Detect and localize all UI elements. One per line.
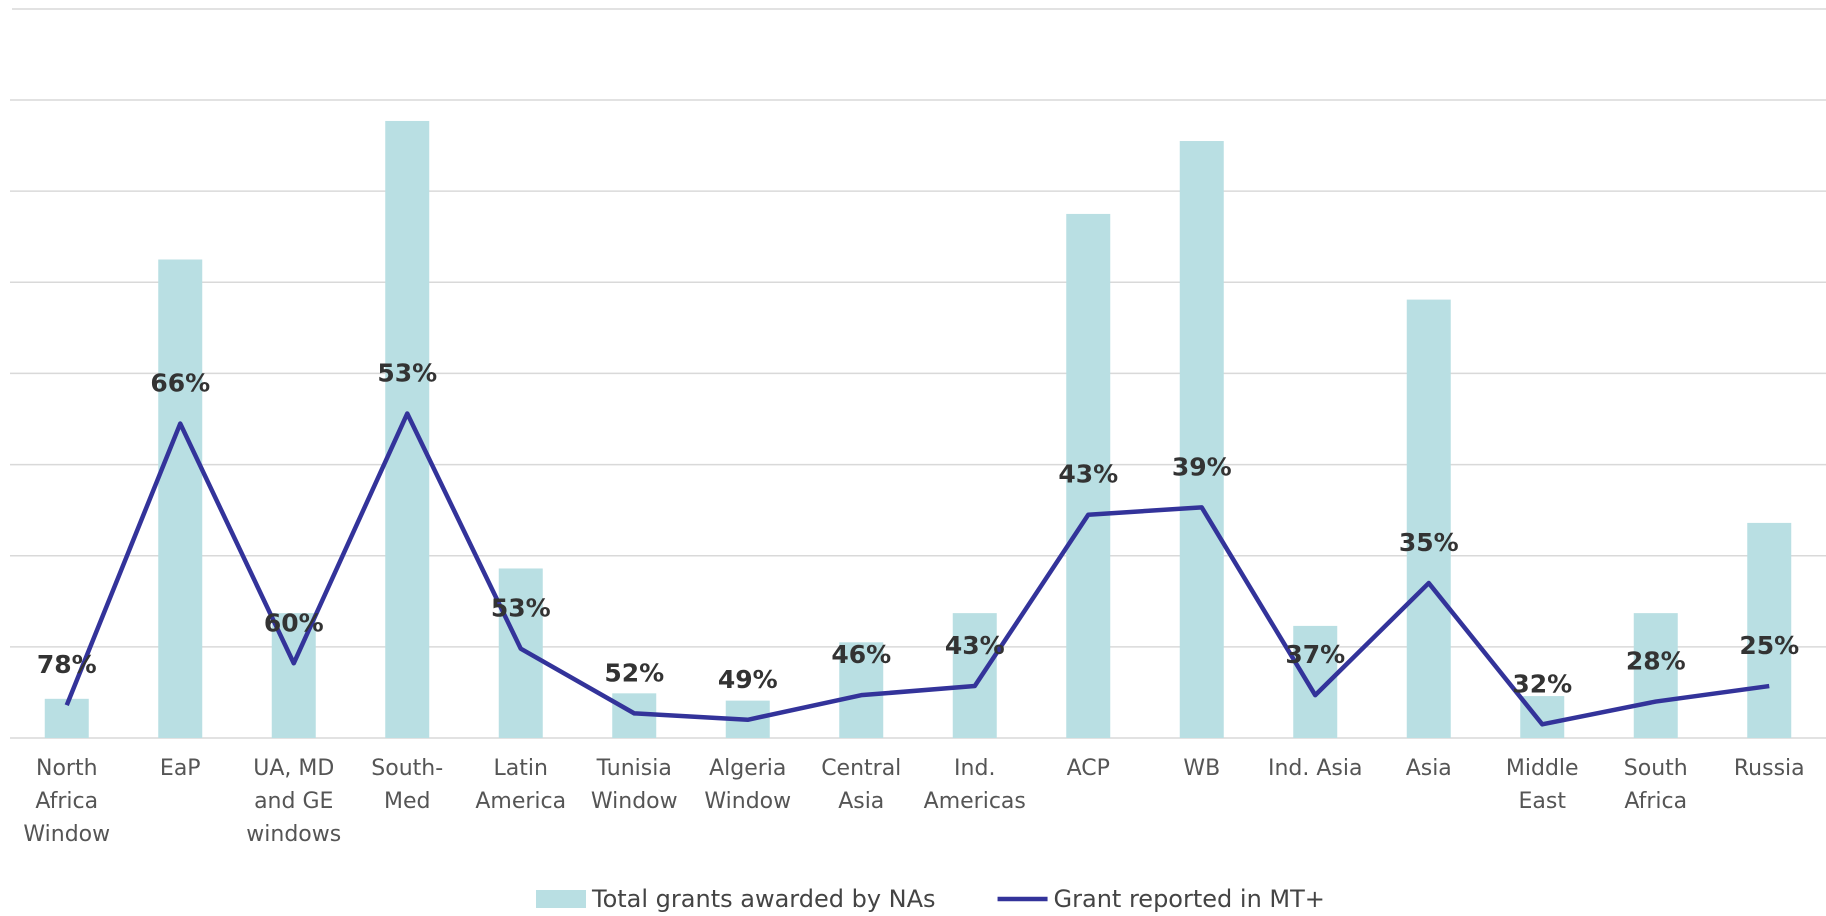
line	[64, 411, 1770, 727]
x-tick-label: Ind. Asia	[1268, 756, 1363, 781]
x-tick-label: Russia	[1733, 756, 1805, 781]
x-tick-label: Latin America	[475, 756, 567, 814]
x-tick-label: North Africa Window	[23, 756, 111, 847]
data-label: 25%	[1739, 631, 1799, 660]
x-tick-label: EaP	[159, 756, 201, 781]
bar	[839, 642, 884, 738]
bar	[158, 259, 203, 738]
data-label: 53%	[491, 594, 551, 623]
bar	[1633, 613, 1678, 738]
x-tick-label: ACP	[1066, 756, 1110, 781]
x-tick-label: Middle East	[1505, 756, 1579, 814]
data-label: 60%	[264, 608, 324, 637]
legend-swatch	[536, 890, 586, 908]
x-tick-label: UA, MD and GE windows	[246, 756, 342, 847]
x-tick-label: Central Asia	[821, 756, 902, 814]
bar	[952, 613, 997, 738]
legend-label: Total grants awarded by NAs	[591, 885, 936, 913]
bar	[1066, 213, 1111, 738]
data-label: 37%	[1285, 640, 1345, 669]
data-label: 52%	[604, 658, 664, 687]
data-label: 28%	[1626, 647, 1686, 676]
bar	[1179, 141, 1224, 738]
bar	[498, 568, 543, 738]
data-label: 49%	[718, 665, 778, 694]
x-tick-label: Asia	[1405, 756, 1452, 781]
x-tick-label: WB	[1183, 756, 1221, 781]
bar	[44, 698, 89, 738]
data-label: 43%	[1058, 460, 1118, 489]
bar	[1406, 299, 1451, 738]
x-tick-label: Ind. Americas	[923, 756, 1026, 814]
legend-label: Grant reported in MT+	[1054, 885, 1325, 913]
data-label: 43%	[945, 631, 1005, 660]
x-tick-label: Algeria Window	[704, 756, 792, 814]
x-tick-label: South Africa	[1623, 756, 1688, 814]
data-label: 66%	[150, 369, 210, 398]
bar	[1747, 522, 1792, 738]
data-label: 53%	[377, 359, 437, 388]
data-label: 39%	[1172, 452, 1232, 481]
data-label: 46%	[831, 640, 891, 669]
data-label: 35%	[1399, 528, 1459, 557]
data-label: 78%	[37, 650, 97, 679]
bar	[385, 120, 430, 738]
x-tick-label: Tunisia Window	[590, 756, 678, 814]
data-label: 32%	[1512, 669, 1572, 698]
x-tick-label: South-Med	[371, 756, 444, 814]
